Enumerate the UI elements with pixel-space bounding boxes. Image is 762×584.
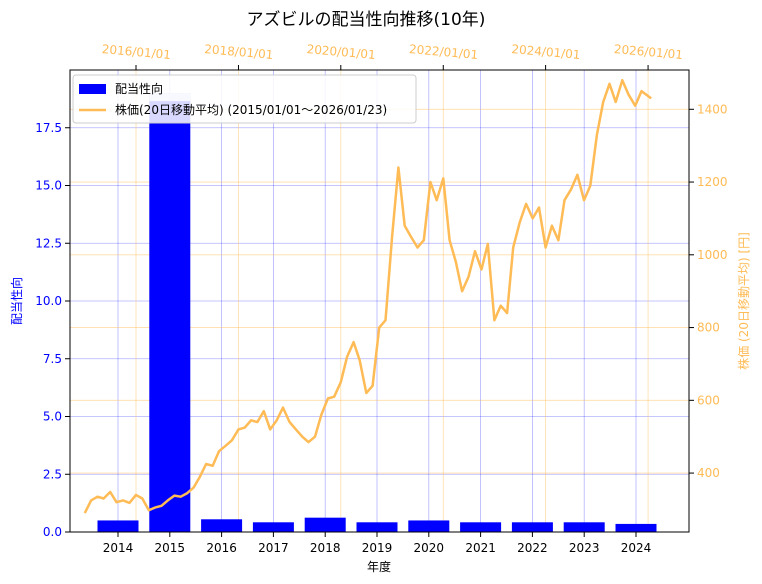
bar-2019 (356, 522, 398, 532)
top-tick-label: 2026/01/01 (613, 42, 683, 62)
bar-2017 (252, 522, 294, 532)
bottom-axis: 2014 2015 2016 2017 2018 2019 2020 2021 2022 2023… (103, 532, 652, 555)
bottom-tick-label: 2018 (310, 541, 341, 555)
bar-2014 (97, 520, 139, 532)
left-tick-label: 2.5 (43, 467, 62, 481)
bottom-tick-label: 2016 (206, 541, 237, 555)
bar-2023 (563, 522, 605, 532)
legend: 配当性向 株価(20日移動平均) (2015/01/01～2026/01/23) (72, 74, 417, 124)
bottom-tick-label: 2022 (517, 541, 548, 555)
bottom-tick-label: 2015 (155, 541, 186, 555)
right-tick-label: 1400 (697, 102, 728, 116)
top-tick-label: 2020/01/01 (306, 42, 376, 62)
top-tick-label: 2022/01/01 (409, 42, 479, 62)
bottom-tick-label: 2020 (414, 541, 445, 555)
bar-series (97, 93, 657, 532)
bar-2021 (460, 522, 502, 532)
bottom-tick-label: 2014 (103, 541, 134, 555)
bar-2022 (511, 522, 553, 532)
legend-bar-swatch (79, 84, 106, 94)
left-tick-label: 5.0 (43, 410, 62, 424)
line-series (83, 78, 652, 514)
left-tick-label: 7.5 (43, 352, 62, 366)
left-tick-label: 12.5 (35, 236, 62, 250)
chart-title: アズビルの配当性向推移(10年) (247, 10, 486, 30)
bar-2024 (615, 523, 657, 532)
legend-bar-label: 配当性向 (115, 81, 163, 96)
line-stock-price (83, 78, 652, 514)
right-tick-label: 400 (697, 466, 720, 480)
bar-2016 (201, 519, 243, 532)
bottom-tick-label: 2023 (569, 541, 600, 555)
bottom-tick-label: 2024 (621, 541, 652, 555)
y-axis-label-left: 配当性向 (9, 277, 24, 325)
bottom-tick-label: 2017 (258, 541, 289, 555)
left-tick-label: 17.5 (35, 121, 62, 135)
right-tick-label: 1000 (697, 248, 728, 262)
y-axis-label-right: 株価 (20日移動平均) [円] (736, 232, 751, 370)
top-tick-label: 2016/01/01 (101, 42, 171, 62)
top-tick-label: 2018/01/01 (204, 42, 274, 62)
bar-2015 (149, 93, 191, 532)
bar-2018 (304, 517, 346, 532)
bottom-tick-label: 2021 (465, 541, 496, 555)
left-axis: 0.0 2.5 5.0 7.5 10.0 12.5 15.0 17.5 (35, 121, 70, 539)
left-tick-label: 0.0 (43, 525, 62, 539)
right-tick-label: 600 (697, 393, 720, 407)
bar-2020 (408, 520, 450, 532)
left-tick-label: 10.0 (35, 294, 62, 308)
left-tick-label: 15.0 (35, 179, 62, 193)
right-tick-label: 800 (697, 321, 720, 335)
right-tick-label: 1200 (697, 175, 728, 189)
right-axis: 400 600 800 1000 1200 1400 (689, 102, 728, 480)
top-tick-label: 2024/01/01 (511, 42, 581, 62)
bottom-tick-label: 2019 (362, 541, 393, 555)
top-axis: 2016/01/01 2018/01/01 2020/01/01 2022/01/01… (101, 42, 683, 70)
legend-line-label: 株価(20日移動平均) (2015/01/01～2026/01/23) (115, 102, 387, 117)
x-axis-label: 年度 (367, 559, 391, 574)
legend-box (72, 74, 417, 124)
